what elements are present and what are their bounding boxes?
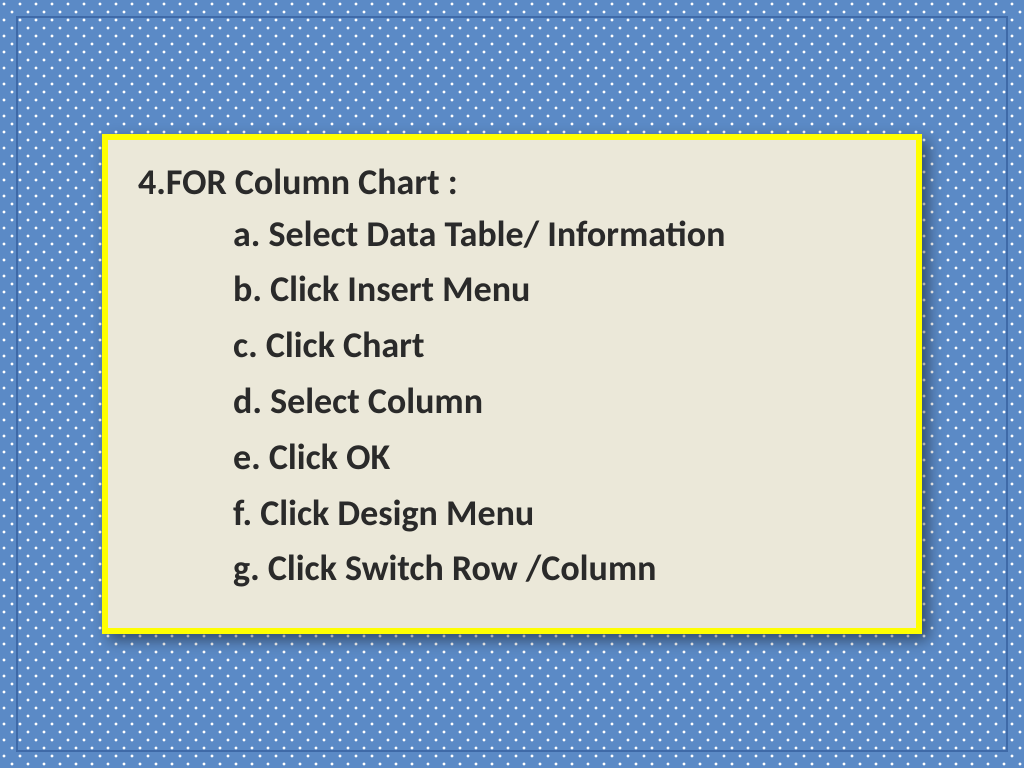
instruction-step-f: f. Click Design Menu [138, 486, 886, 542]
instruction-step-e: e. Click OK [138, 430, 886, 486]
slide-background: 4.FOR Column Chart : a. Select Data Tabl… [0, 0, 1024, 768]
slide-inner-frame: 4.FOR Column Chart : a. Select Data Tabl… [16, 16, 1008, 752]
instruction-step-g: g. Click Switch Row /Column [138, 541, 886, 597]
instruction-step-b: b. Click Insert Menu [138, 262, 886, 318]
instruction-step-d: d. Select Column [138, 374, 886, 430]
instruction-box: 4.FOR Column Chart : a. Select Data Tabl… [102, 134, 922, 634]
instruction-step-a: a. Select Data Table/ Information [138, 207, 886, 263]
instruction-step-c: c. Click Chart [138, 318, 886, 374]
instruction-title: 4.FOR Column Chart : [138, 158, 886, 207]
